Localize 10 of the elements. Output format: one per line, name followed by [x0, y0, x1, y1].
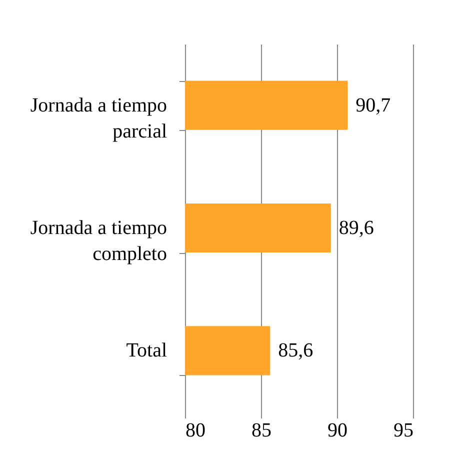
data-label: 89,6 — [338, 217, 374, 239]
y-tick-label: Total — [126, 340, 168, 362]
data-label: 85,6 — [278, 340, 314, 362]
x-tick-label: 90 — [328, 420, 348, 442]
x-tick-label: 95 — [394, 420, 414, 442]
y-tick-label: Jornada a tiempo completo — [30, 217, 167, 265]
data-label: 90,7 — [356, 94, 391, 116]
x-tick-label: 80 — [186, 420, 206, 442]
x-tick-label: 85 — [252, 420, 272, 442]
y-tick-label: Jornada a tiempo parcial — [30, 94, 168, 142]
